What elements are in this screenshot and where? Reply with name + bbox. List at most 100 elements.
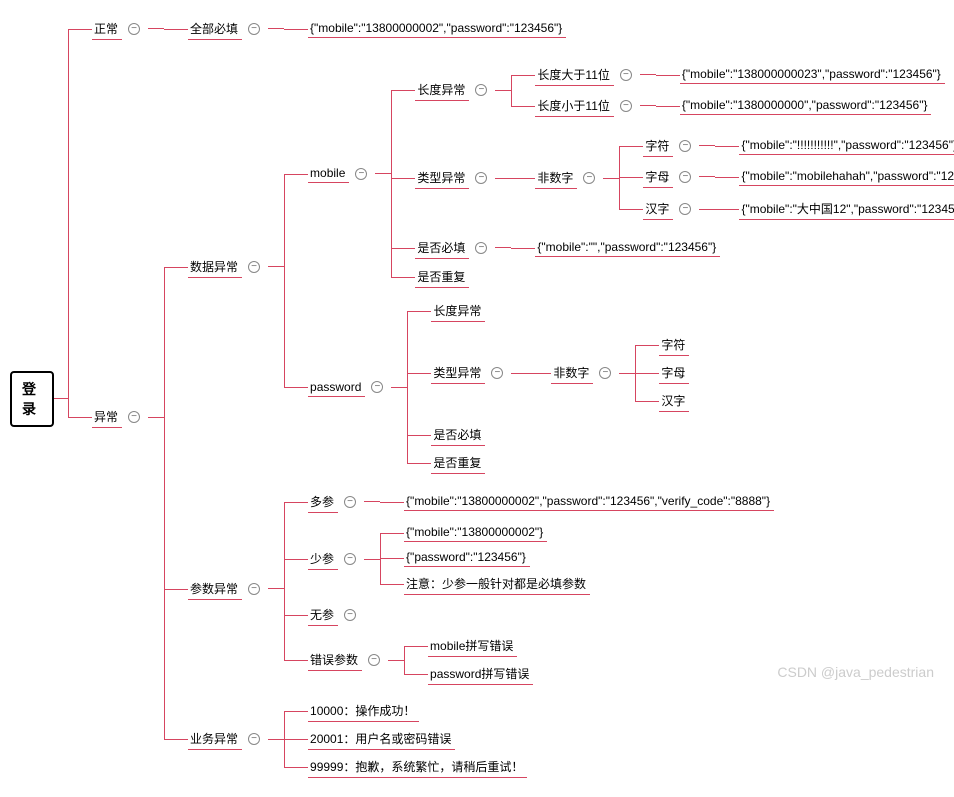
node-label[interactable]: 参数异常	[188, 578, 242, 600]
tree-node: 参数异常−多参−{"mobile":"13800000002","passwor…	[164, 483, 954, 694]
node-label[interactable]: 全部必填	[188, 18, 242, 40]
node-label[interactable]: 类型异常	[431, 362, 485, 384]
tree-node: 错误参数− mobile拼写错误 password拼写错误	[284, 629, 774, 691]
node-label[interactable]: 多参	[308, 491, 338, 513]
collapse-icon[interactable]: −	[344, 553, 356, 565]
tree-node: 长度小于11位− {"mobile":"1380000000","password…	[511, 90, 944, 121]
node-label[interactable]: 长度小于11位	[535, 95, 613, 117]
collapse-icon[interactable]: −	[475, 172, 487, 184]
collapse-icon[interactable]: −	[371, 381, 383, 393]
tree-node: 多参− {"mobile":"13800000002","password":"1…	[284, 486, 774, 517]
node-label[interactable]: 类型异常	[415, 167, 469, 189]
node-label[interactable]: 异常	[92, 406, 122, 428]
node-label[interactable]: {"mobile":"13800000002","password":"1234…	[404, 492, 774, 511]
node-label[interactable]: {"mobile":"!!!!!!!!!!!","password":"1234…	[739, 136, 954, 155]
tree-node: password−长度异常类型异常−非数字−字符字母汉字是否必填是否重复	[284, 294, 954, 480]
tree-node: 长度异常	[407, 297, 689, 325]
tree-node: {"mobile":"13800000002"}	[380, 520, 590, 545]
node-label[interactable]: 汉字	[659, 390, 689, 412]
node-label[interactable]: 是否必填	[431, 424, 485, 446]
collapse-icon[interactable]: −	[248, 23, 260, 35]
node-label[interactable]: 是否重复	[431, 452, 485, 474]
collapse-icon[interactable]: −	[491, 367, 503, 379]
collapse-icon[interactable]: −	[679, 140, 691, 152]
node-label[interactable]: {"password":"123456"}	[404, 548, 530, 567]
node-label[interactable]: mobile拼写错误	[428, 635, 517, 657]
tree-node: 数据异常−mobile−长度异常−长度大于11位−{"mobile":"1380…	[164, 50, 954, 483]
node-label[interactable]: 长度大于11位	[535, 64, 613, 86]
node-label[interactable]: {"mobile":"138000000023","password":"123…	[680, 65, 945, 84]
node-label[interactable]: 非数字	[551, 362, 593, 384]
node-label[interactable]: password	[308, 378, 365, 397]
tree-node: {"mobile":"13800000002","password":"1234…	[284, 16, 566, 41]
tree-node: {"mobile":"","password":"123456"}	[511, 235, 720, 260]
tree-node: {"mobile":"mobilehahah","password":"1234…	[715, 164, 954, 189]
collapse-icon[interactable]: −	[248, 583, 260, 595]
node-label[interactable]: 长度异常	[431, 300, 485, 322]
collapse-icon[interactable]: −	[475, 84, 487, 96]
root-node[interactable]: 登录	[10, 371, 54, 427]
node-label[interactable]: 无参	[308, 604, 338, 626]
tree-node: 非数字− 字符字母汉字	[527, 328, 689, 418]
tree-node: 类型异常−非数字−字符−{"mobile":"!!!!!!!!!!!","pas…	[391, 124, 954, 232]
tree-node: {"mobile":"138000000023","password":"123…	[656, 62, 945, 87]
tree-node: 字符	[635, 331, 689, 359]
collapse-icon[interactable]: −	[475, 242, 487, 254]
node-label[interactable]: 非数字	[535, 167, 577, 189]
collapse-icon[interactable]: −	[679, 203, 691, 215]
node-label[interactable]: 字母	[643, 166, 673, 188]
tree-node: password拼写错误	[404, 660, 533, 688]
collapse-icon[interactable]: −	[368, 654, 380, 666]
node-label[interactable]: 注意：少参一般针对都是必填参数	[404, 573, 590, 595]
node-label[interactable]: mobile	[308, 164, 349, 183]
node-label[interactable]: 20001：用户名或密码错误	[308, 728, 455, 750]
tree-node: 是否必填	[407, 421, 689, 449]
collapse-icon[interactable]: −	[583, 172, 595, 184]
node-label[interactable]: {"mobile":"","password":"123456"}	[535, 238, 720, 257]
collapse-icon[interactable]: −	[679, 171, 691, 183]
tree-node: {"mobile":"1380000000","password":"12345…	[656, 93, 932, 118]
tree-node: 业务异常− 10000：操作成功！ 20001：用户名或密码错误 99999：抱歉，系…	[164, 694, 954, 784]
node-label[interactable]: {"mobile":"mobilehahah","password":"1234…	[739, 167, 954, 186]
node-label[interactable]: 长度异常	[415, 79, 469, 101]
node-label[interactable]: {"mobile":"13800000002"}	[404, 523, 547, 542]
node-label[interactable]: {"mobile":"13800000002","password":"1234…	[308, 19, 566, 38]
collapse-icon[interactable]: −	[344, 609, 356, 621]
node-label[interactable]: 99999：抱歉，系统繁忙，请稍后重试！	[308, 756, 527, 778]
tree-node: 全部必填− {"mobile":"13800000002","password":…	[164, 13, 566, 44]
node-label[interactable]: 字符	[659, 334, 689, 356]
tree-node: 注意：少参一般针对都是必填参数	[380, 570, 590, 598]
node-label[interactable]: 错误参数	[308, 649, 362, 671]
node-label[interactable]: 数据异常	[188, 256, 242, 278]
collapse-icon[interactable]: −	[248, 261, 260, 273]
tree-node: 10000：操作成功！	[284, 697, 527, 725]
node-label[interactable]: 10000：操作成功！	[308, 700, 419, 722]
collapse-icon[interactable]: −	[344, 496, 356, 508]
node-label[interactable]: {"mobile":"1380000000","password":"12345…	[680, 96, 932, 115]
node-label[interactable]: {"mobile":"大中国12","password":"123456"}	[739, 198, 954, 220]
collapse-icon[interactable]: −	[620, 100, 632, 112]
node-label[interactable]: 字母	[659, 362, 689, 384]
node-label[interactable]: 是否重复	[415, 266, 469, 288]
node-label[interactable]: 业务异常	[188, 728, 242, 750]
collapse-icon[interactable]: −	[355, 168, 367, 180]
node-label[interactable]: 正常	[92, 18, 122, 40]
node-label[interactable]: 是否必填	[415, 237, 469, 259]
node-label[interactable]: 字符	[643, 135, 673, 157]
watermark: CSDN @java_pedestrian	[777, 664, 934, 680]
tree-node: 是否重复	[407, 449, 689, 477]
tree-node: 少参− {"mobile":"13800000002"} {"password":"…	[284, 517, 774, 601]
node-label[interactable]: 少参	[308, 548, 338, 570]
collapse-icon[interactable]: −	[128, 411, 140, 423]
collapse-icon[interactable]: −	[248, 733, 260, 745]
collapse-icon[interactable]: −	[128, 23, 140, 35]
tree-node: 汉字− {"mobile":"大中国12","password":"123456"…	[619, 192, 954, 226]
collapse-icon[interactable]: −	[599, 367, 611, 379]
tree-node: 是否重复	[391, 263, 954, 291]
node-label[interactable]: 汉字	[643, 198, 673, 220]
collapse-icon[interactable]: −	[620, 69, 632, 81]
tree-node: 类型异常−非数字−字符字母汉字	[407, 325, 689, 421]
tree-node: 20001：用户名或密码错误	[284, 725, 527, 753]
node-label[interactable]: password拼写错误	[428, 663, 533, 685]
tree-node: 非数字−字符−{"mobile":"!!!!!!!!!!!","password…	[511, 127, 954, 229]
